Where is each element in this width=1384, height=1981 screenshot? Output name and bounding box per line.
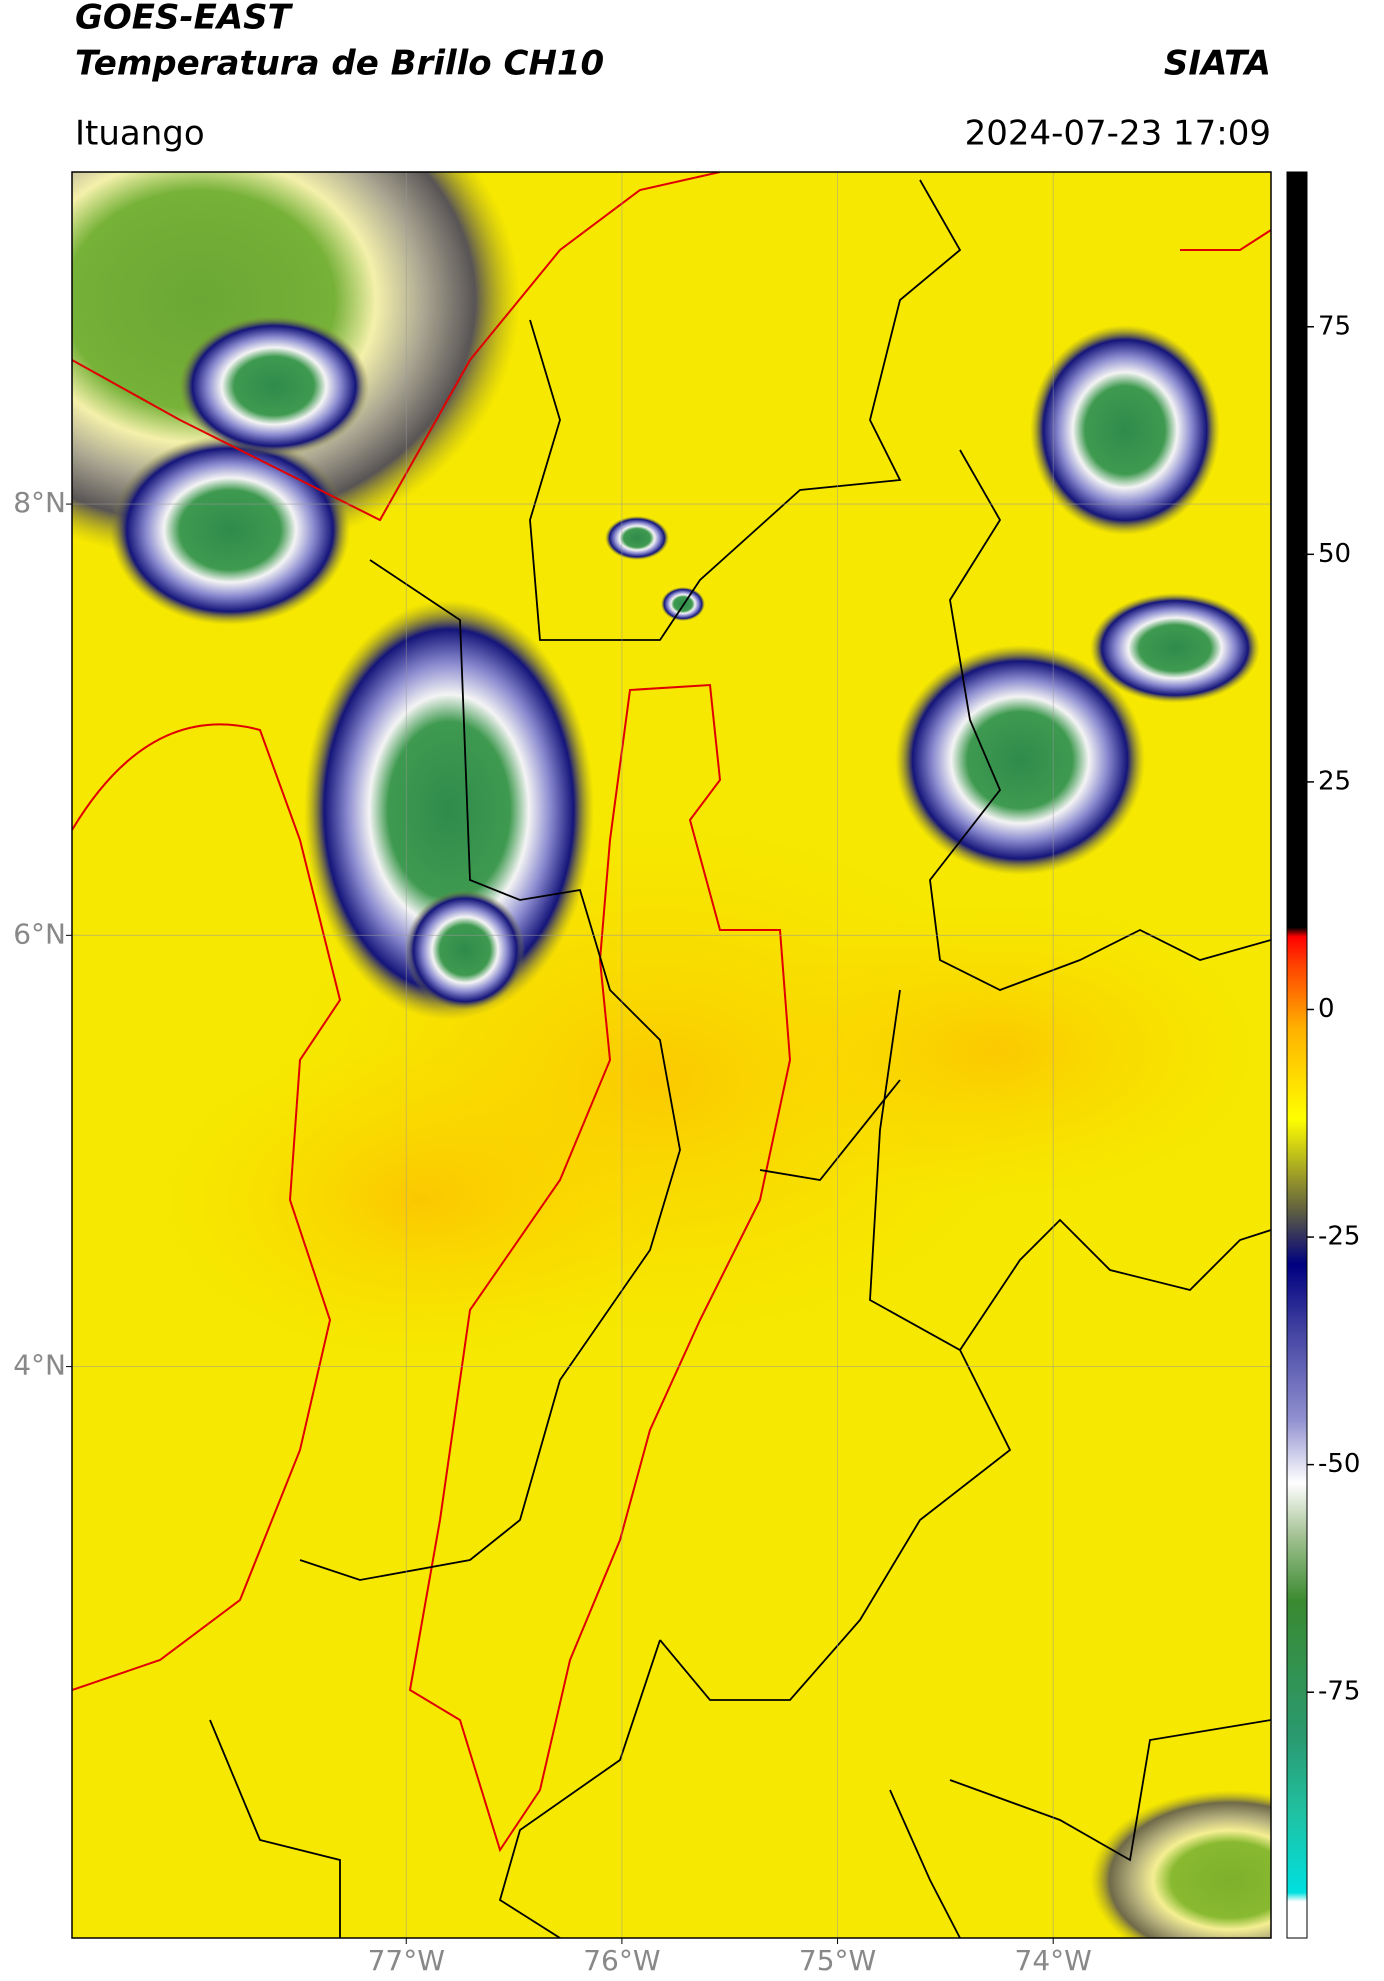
- colorbar-tick-label: 75: [1318, 311, 1351, 341]
- colorbar-tick-label: 0: [1318, 994, 1335, 1024]
- y-tick-label: 4°N: [13, 1349, 66, 1382]
- graticule: [72, 172, 1271, 1938]
- colorbar-tick-label: -75: [1318, 1677, 1360, 1707]
- x-tick-label: 76°W: [583, 1944, 660, 1977]
- colorbar: [1286, 171, 1308, 1939]
- map-image: [72, 172, 1271, 1938]
- colorbar-tick-label: -25: [1318, 1222, 1360, 1252]
- source: SIATA: [1164, 44, 1271, 84]
- colorbar-tick-label: 25: [1318, 766, 1351, 796]
- title: GOES-EAST: [75, 0, 294, 38]
- y-tick-label: 8°N: [13, 486, 66, 519]
- colorbar-tick-label: 50: [1318, 539, 1351, 569]
- x-tick-label: 77°W: [368, 1944, 445, 1977]
- subtitle: Temperatura de Brillo CH10: [75, 44, 604, 84]
- map-frame: [71, 171, 1272, 1939]
- x-tick-label: 75°W: [799, 1944, 876, 1977]
- colorbar-tick-label: -50: [1318, 1449, 1360, 1479]
- timestamp: 2024-07-23 17:09: [965, 114, 1271, 154]
- location: Ituango: [75, 114, 205, 154]
- x-tick-label: 74°W: [1015, 1944, 1092, 1977]
- y-tick-label: 6°N: [13, 917, 66, 950]
